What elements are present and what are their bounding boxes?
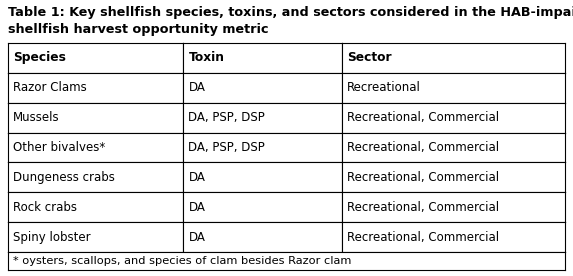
Text: Recreational, Commercial: Recreational, Commercial — [347, 111, 499, 124]
Text: DA: DA — [189, 201, 205, 214]
Text: Toxin: Toxin — [189, 51, 225, 64]
Text: * oysters, scallops, and species of clam besides Razor clam: * oysters, scallops, and species of clam… — [13, 256, 351, 266]
Text: Razor Clams: Razor Clams — [13, 81, 87, 94]
Text: DA: DA — [189, 171, 205, 184]
Text: DA: DA — [189, 230, 205, 244]
Text: Dungeness crabs: Dungeness crabs — [13, 171, 115, 184]
Text: Species: Species — [13, 51, 66, 64]
Text: Other bivalves*: Other bivalves* — [13, 141, 105, 154]
Text: Sector: Sector — [347, 51, 392, 64]
Text: Spiny lobster: Spiny lobster — [13, 230, 91, 244]
Text: DA, PSP, DSP: DA, PSP, DSP — [189, 141, 265, 154]
Text: Recreational, Commercial: Recreational, Commercial — [347, 230, 499, 244]
Text: DA: DA — [189, 81, 205, 94]
Text: Table 1: Key shellfish species, toxins, and sectors considered in the HAB-impair: Table 1: Key shellfish species, toxins, … — [8, 6, 573, 36]
Text: Recreational, Commercial: Recreational, Commercial — [347, 171, 499, 184]
Text: Recreational: Recreational — [347, 81, 421, 94]
Text: Recreational, Commercial: Recreational, Commercial — [347, 141, 499, 154]
Text: Mussels: Mussels — [13, 111, 60, 124]
Text: Recreational, Commercial: Recreational, Commercial — [347, 201, 499, 214]
Text: Rock crabs: Rock crabs — [13, 201, 77, 214]
Text: DA, PSP, DSP: DA, PSP, DSP — [189, 111, 265, 124]
